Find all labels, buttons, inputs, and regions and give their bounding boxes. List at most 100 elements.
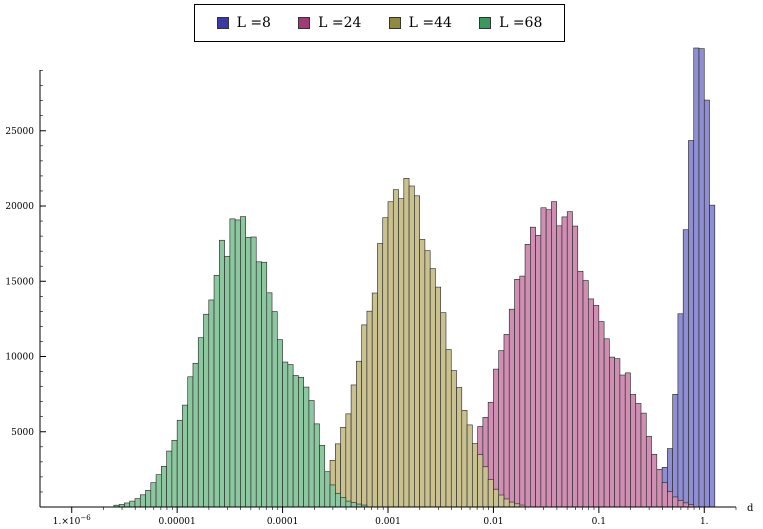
histogram-bar bbox=[213, 275, 220, 508]
histogram-bar bbox=[292, 375, 299, 508]
histogram-bar bbox=[587, 298, 594, 508]
histogram-bar bbox=[224, 255, 231, 508]
x-tick-label: 0.001 bbox=[375, 517, 401, 527]
histogram-bar bbox=[672, 496, 679, 508]
histogram-bar bbox=[472, 443, 478, 508]
y-tick-label: 25000 bbox=[5, 127, 34, 137]
histogram-bar bbox=[535, 235, 542, 508]
histogram-bar bbox=[403, 178, 410, 508]
histogram-bar bbox=[493, 488, 499, 508]
histogram-bar bbox=[482, 466, 489, 508]
histogram-bar bbox=[350, 384, 357, 508]
histogram-bar bbox=[340, 427, 347, 508]
histogram-bar bbox=[129, 500, 136, 508]
x-tick-label: 0.01 bbox=[483, 517, 503, 527]
histogram-bar bbox=[424, 250, 431, 508]
histogram-bar bbox=[508, 308, 515, 508]
legend-item-l68: L =68 bbox=[479, 15, 542, 31]
histogram-bar bbox=[261, 261, 268, 508]
histogram-bar bbox=[498, 494, 505, 508]
x-tick-label: 0.1 bbox=[592, 517, 606, 527]
histogram-bar bbox=[551, 201, 557, 508]
histogram-bar bbox=[392, 189, 399, 508]
histogram-bar bbox=[398, 198, 405, 508]
legend-label-l44: L =44 bbox=[408, 15, 452, 31]
histogram-bar bbox=[145, 489, 152, 508]
histogram-bar bbox=[487, 479, 494, 508]
y-tick-label: 10000 bbox=[5, 353, 34, 363]
histogram-bar bbox=[234, 219, 241, 508]
legend-item-l44: L =44 bbox=[388, 15, 452, 31]
y-tick-label: 20000 bbox=[5, 202, 34, 212]
histogram-bar bbox=[466, 424, 473, 508]
histogram-bar bbox=[582, 280, 589, 508]
legend-swatch-l44 bbox=[388, 17, 401, 29]
histogram-bar bbox=[503, 498, 510, 508]
axes-layer: 5000 10000 15000 20000 25000 1.×10−6 0.00001 0.… bbox=[5, 70, 754, 527]
histogram-bar bbox=[176, 419, 183, 508]
histogram-bar bbox=[603, 338, 610, 508]
legend-label-l68: L =68 bbox=[499, 15, 543, 31]
histogram-bar bbox=[572, 225, 579, 508]
histogram-bar bbox=[508, 501, 515, 508]
histogram-bar bbox=[593, 305, 600, 508]
histogram-bar bbox=[566, 211, 573, 508]
histogram-bar bbox=[635, 403, 642, 508]
histogram-bar bbox=[524, 244, 531, 508]
histogram-bar bbox=[619, 374, 626, 508]
histogram-bar bbox=[298, 376, 304, 508]
histogram-bar bbox=[630, 394, 637, 508]
histogram-bar bbox=[688, 140, 695, 508]
histogram-bar bbox=[334, 492, 341, 508]
histogram-bar bbox=[456, 387, 463, 508]
histogram-bar bbox=[319, 445, 326, 508]
legend-item-l8: L =8 bbox=[216, 15, 271, 31]
legend-swatch-l24 bbox=[298, 17, 311, 29]
histogram-bar bbox=[498, 350, 505, 508]
histogram-bar bbox=[445, 349, 452, 508]
histogram-bar bbox=[640, 412, 647, 508]
y-tick-label: 15000 bbox=[5, 277, 34, 287]
histogram-bar bbox=[150, 482, 157, 508]
histogram-bar bbox=[155, 474, 162, 508]
histogram-bar bbox=[139, 494, 146, 508]
histogram-bar bbox=[134, 498, 141, 508]
x-tick-label: 1.×10−6 bbox=[53, 514, 91, 527]
histogram-bar bbox=[203, 313, 210, 508]
histogram-bar bbox=[645, 436, 652, 508]
histogram-bar bbox=[614, 358, 621, 508]
x-tick-label: 0.00001 bbox=[159, 517, 196, 527]
histogram-bar bbox=[661, 482, 668, 508]
histogram-bar bbox=[329, 484, 336, 508]
histogram-bar bbox=[350, 502, 357, 508]
histogram-bar bbox=[656, 469, 663, 508]
histogram-bar bbox=[161, 466, 167, 508]
histogram-bar bbox=[371, 292, 378, 508]
histogram-bar bbox=[450, 370, 457, 508]
histogram-bar bbox=[514, 279, 521, 508]
histogram-bar bbox=[345, 500, 352, 508]
histogram-bar bbox=[287, 364, 294, 508]
histogram-bar bbox=[651, 453, 658, 508]
histogram-bar bbox=[187, 376, 194, 508]
x-tick-label-exponent: −6 bbox=[80, 514, 91, 522]
histogram-bar bbox=[667, 491, 673, 508]
legend: L =8 L =24 L =44 L =68 bbox=[194, 4, 565, 42]
histogram-bar bbox=[435, 286, 442, 508]
bars-layer bbox=[113, 47, 716, 508]
histogram-bar bbox=[598, 321, 605, 508]
histogram-bar bbox=[277, 339, 283, 508]
x-axis-label: d bbox=[747, 503, 754, 514]
histogram-bar bbox=[709, 204, 716, 508]
histogram-bar bbox=[477, 454, 484, 508]
histogram-bar bbox=[693, 47, 700, 508]
histogram-bar bbox=[208, 299, 215, 508]
histogram-bar bbox=[503, 334, 510, 508]
histogram-bar bbox=[677, 500, 684, 508]
histogram-bar bbox=[624, 372, 631, 508]
histogram-bar bbox=[577, 270, 584, 508]
histogram-bar bbox=[166, 450, 173, 508]
histogram-bar bbox=[698, 48, 705, 508]
histogram-bar bbox=[672, 394, 679, 508]
